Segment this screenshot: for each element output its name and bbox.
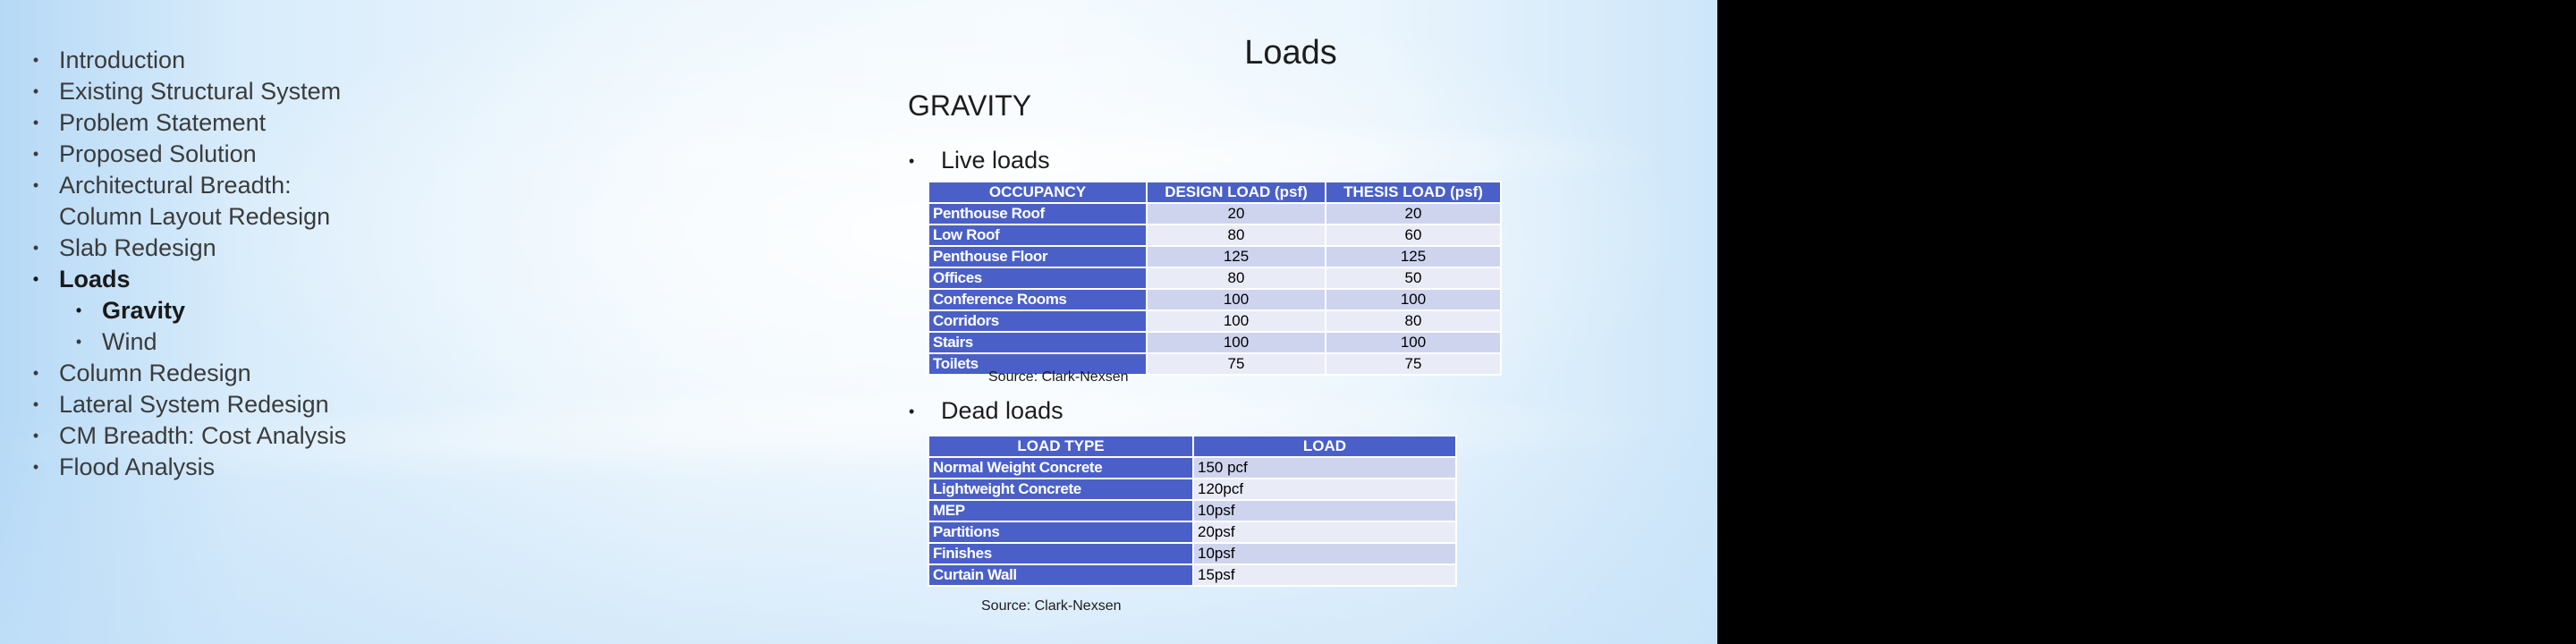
- occupancy-cell: Low Roof: [928, 224, 1148, 247]
- occupancy-cell: Conference Rooms: [928, 288, 1148, 311]
- table-row: MEP 10psf: [928, 499, 1457, 522]
- table-header-row: LOAD TYPE LOAD: [928, 435, 1457, 458]
- load-type-cell: MEP: [928, 499, 1194, 522]
- table-row: Lightweight Concrete 120pcf: [928, 478, 1457, 501]
- occupancy-cell: Penthouse Roof: [928, 202, 1148, 225]
- agenda-item-problem-statement: • Problem Statement: [27, 107, 346, 139]
- thesis-load-cell: 60: [1325, 224, 1502, 247]
- agenda-item-flood-analysis: • Flood Analysis: [27, 452, 346, 483]
- bullet-icon: •: [32, 239, 39, 257]
- agenda-subitem-wind: • Wind: [27, 326, 346, 358]
- load-type-cell: Curtain Wall: [928, 564, 1194, 587]
- agenda-item-architectural-breadth-continuation: Column Layout Redesign: [59, 203, 331, 230]
- column-header-thesis-load: THESIS LOAD (psf): [1325, 181, 1502, 204]
- design-load-cell: 80: [1146, 267, 1326, 290]
- load-value-cell: 150 pcf: [1192, 456, 1457, 479]
- bullet-icon: •: [32, 176, 39, 194]
- bullet-icon: •: [75, 301, 82, 319]
- load-value-cell: 20psf: [1192, 521, 1457, 544]
- table-row: Normal Weight Concrete 150 pcf: [928, 456, 1457, 479]
- occupancy-cell: Stairs: [928, 331, 1148, 354]
- table-header-row: OCCUPANCY DESIGN LOAD (psf) THESIS LOAD …: [928, 181, 1502, 204]
- table-row: Corridors 100 80: [928, 309, 1502, 333]
- bullet-icon: •: [32, 395, 39, 413]
- design-load-cell: 100: [1146, 309, 1326, 333]
- column-header-occupancy: OCCUPANCY: [928, 181, 1148, 204]
- thesis-load-cell: 80: [1325, 309, 1502, 333]
- table-row: Low Roof 80 60: [928, 224, 1502, 247]
- thesis-load-cell: 75: [1325, 352, 1502, 376]
- live-loads-source: Source: Clark-Nexsen: [988, 369, 1129, 385]
- load-type-cell: Finishes: [928, 542, 1194, 565]
- load-type-cell: Partitions: [928, 521, 1194, 544]
- bullet-icon: •: [909, 402, 915, 421]
- bullet-icon: •: [32, 145, 39, 163]
- table-row: Conference Rooms 100 100: [928, 288, 1502, 311]
- bullet-icon: •: [32, 270, 39, 288]
- design-load-cell: 100: [1146, 288, 1326, 311]
- section-heading: GRAVITY: [908, 89, 1032, 122]
- column-header-load: LOAD: [1192, 435, 1457, 458]
- column-header-design-load: DESIGN LOAD (psf): [1146, 181, 1326, 204]
- thesis-load-cell: 20: [1325, 202, 1502, 225]
- bullet-icon: •: [32, 458, 39, 476]
- thesis-load-cell: 100: [1325, 288, 1502, 311]
- bullet-icon: •: [32, 364, 39, 382]
- load-type-cell: Normal Weight Concrete: [928, 456, 1194, 479]
- bullet-icon: •: [32, 82, 39, 100]
- agenda-item-existing-structural-system: • Existing Structural System: [27, 76, 346, 107]
- agenda-item-loads: • Loads: [27, 264, 346, 295]
- load-value-cell: 10psf: [1192, 542, 1457, 565]
- occupancy-cell: Corridors: [928, 309, 1148, 333]
- load-value-cell: 10psf: [1192, 499, 1457, 522]
- table-row: Offices 80 50: [928, 267, 1502, 290]
- agenda-item-lateral-system-redesign: • Lateral System Redesign: [27, 389, 346, 420]
- dead-loads-table: LOAD TYPE LOAD Normal Weight Concrete 15…: [928, 435, 1457, 587]
- agenda-item-introduction: • Introduction: [27, 45, 346, 76]
- agenda-item-proposed-solution: • Proposed Solution: [27, 139, 346, 170]
- table-row: Toilets 75 75: [928, 352, 1502, 376]
- agenda-item-column-redesign: • Column Redesign: [27, 358, 346, 389]
- agenda-list: • Introduction • Existing Structural Syste…: [27, 45, 346, 483]
- table-row: Finishes 10psf: [928, 542, 1457, 565]
- design-load-cell: 20: [1146, 202, 1326, 225]
- thesis-load-cell: 125: [1325, 245, 1502, 268]
- live-loads-table: OCCUPANCY DESIGN LOAD (psf) THESIS LOAD …: [928, 181, 1502, 376]
- occupancy-cell: Offices: [928, 267, 1148, 290]
- design-load-cell: 100: [1146, 331, 1326, 354]
- agenda-item-slab-redesign: • Slab Redesign: [27, 233, 346, 264]
- design-load-cell: 75: [1146, 352, 1326, 376]
- load-type-cell: Lightweight Concrete: [928, 478, 1194, 501]
- bullet-icon: •: [75, 333, 82, 351]
- bullet-icon: •: [32, 51, 39, 69]
- slide: • Introduction • Existing Structural Syste…: [0, 0, 1717, 644]
- agenda-subitem-gravity: • Gravity: [27, 295, 346, 326]
- live-loads-heading: • Live loads: [909, 147, 1050, 174]
- design-load-cell: 80: [1146, 224, 1326, 247]
- occupancy-cell: Penthouse Floor: [928, 245, 1148, 268]
- design-load-cell: 125: [1146, 245, 1326, 268]
- black-margin: [1717, 0, 2576, 644]
- thesis-load-cell: 50: [1325, 267, 1502, 290]
- thesis-load-cell: 100: [1325, 331, 1502, 354]
- table-row: Penthouse Roof 20 20: [928, 202, 1502, 225]
- load-value-cell: 15psf: [1192, 564, 1457, 587]
- table-row: Partitions 20psf: [928, 521, 1457, 544]
- dead-loads-source: Source: Clark-Nexsen: [981, 598, 1122, 614]
- bullet-icon: •: [32, 114, 39, 131]
- agenda-item-architectural-breadth: • Architectural Breadth:: [27, 170, 346, 201]
- column-header-load-type: LOAD TYPE: [928, 435, 1194, 458]
- table-row: Stairs 100 100: [928, 331, 1502, 354]
- table-row: Penthouse Floor 125 125: [928, 245, 1502, 268]
- bullet-icon: •: [32, 427, 39, 445]
- dead-loads-heading: • Dead loads: [909, 397, 1063, 424]
- agenda-item-cm-breadth: • CM Breadth: Cost Analysis: [27, 420, 346, 452]
- table-row: Curtain Wall 15psf: [928, 564, 1457, 587]
- occupancy-cell: Toilets: [928, 352, 1148, 376]
- load-value-cell: 120pcf: [1192, 478, 1457, 501]
- bullet-icon: •: [909, 152, 915, 171]
- slide-title: Loads: [1244, 34, 1337, 72]
